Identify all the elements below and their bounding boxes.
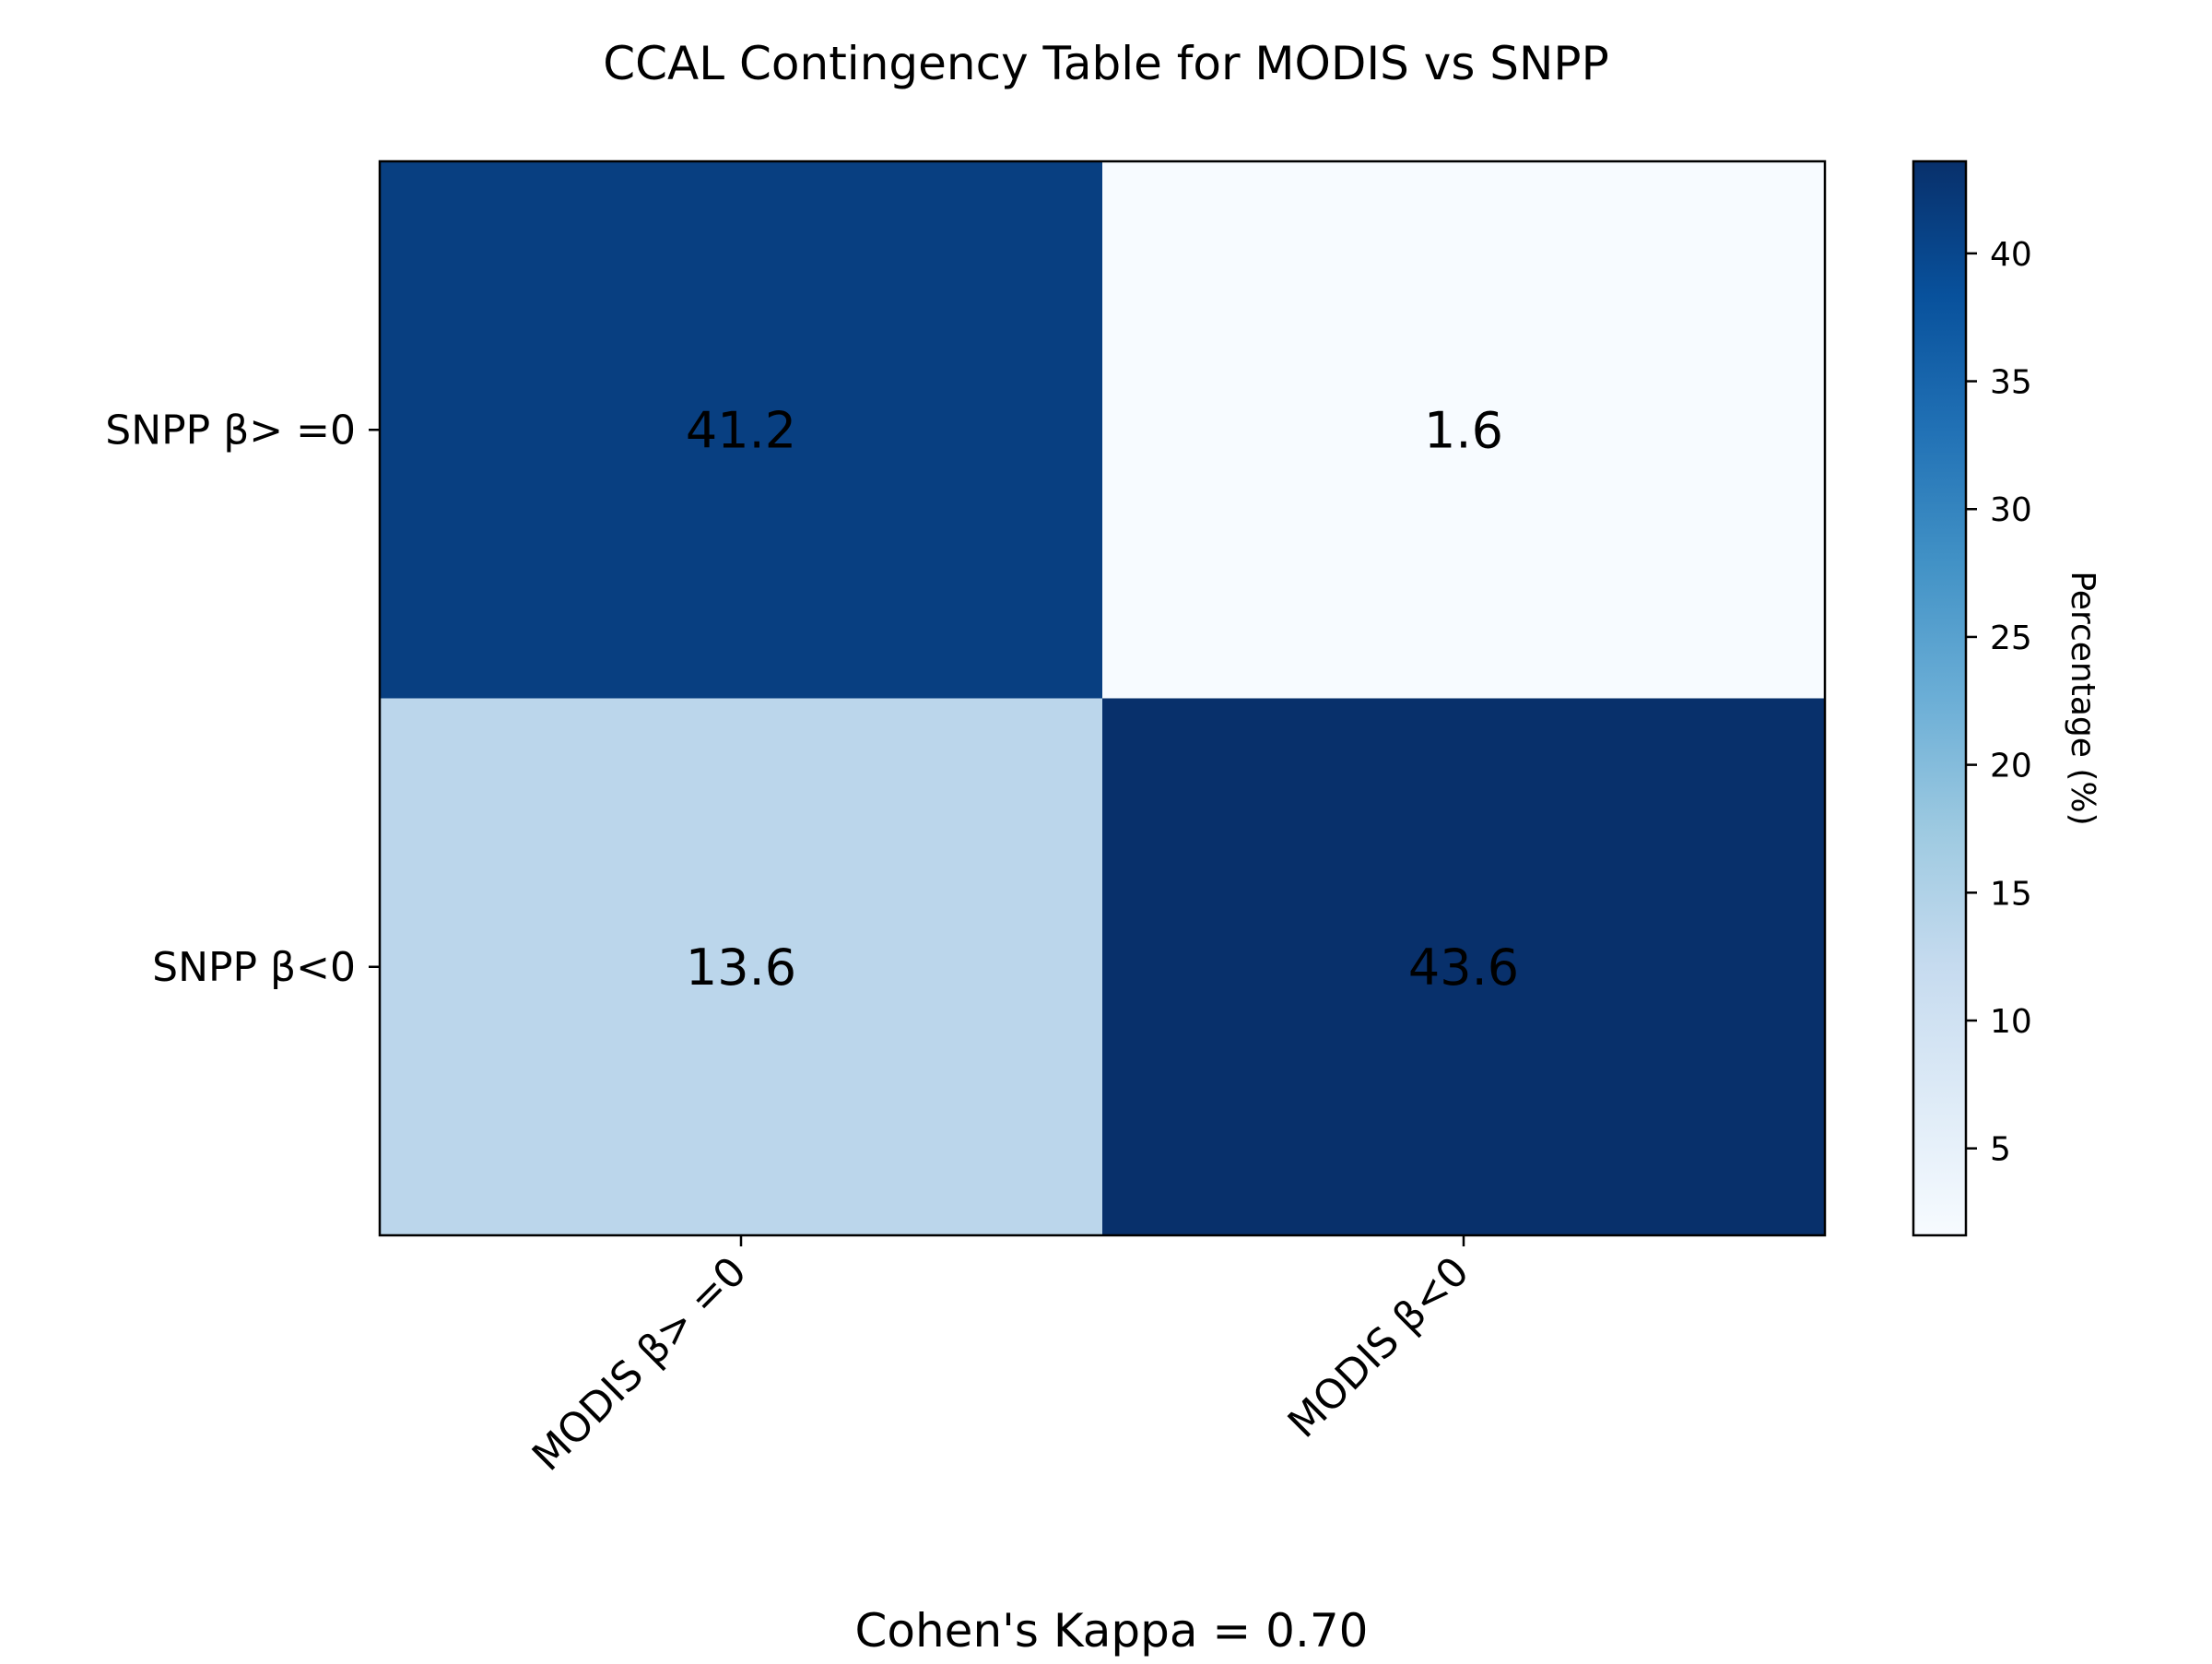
- colorbar: [1912, 159, 1968, 1237]
- colorbar-tick-label: 40: [1990, 236, 2032, 274]
- cell-value-label: 13.6: [686, 938, 796, 997]
- plot-frame: [378, 159, 1827, 1237]
- chart-title: CCAL Contingency Table for MODIS vs SNPP: [603, 37, 1609, 90]
- colorbar-tick-label: 20: [1990, 748, 2032, 785]
- colorbar-tick-label: 10: [1990, 1003, 2032, 1041]
- colorbar-tick-label: 30: [1990, 491, 2032, 529]
- kappa-annotation: Cohen's Kappa = 0.70: [854, 1604, 1368, 1658]
- heatmap-cell: [1102, 698, 1826, 1236]
- heatmap-cell: [380, 698, 1103, 1236]
- colorbar-tick-label: 35: [1990, 364, 2032, 402]
- colorbar-tick-label: 25: [1990, 620, 2032, 657]
- colorbar-tick-label: 5: [1990, 1131, 2011, 1169]
- cell-value-label: 1.6: [1424, 401, 1503, 459]
- colorbar-tick-label: 15: [1990, 875, 2032, 913]
- heatmap-cell: [380, 161, 1103, 699]
- y-tick-label: SNPP β> =0: [105, 407, 356, 454]
- x-tick-label: MODIS β<0: [1279, 1248, 1478, 1447]
- colorbar-ticks: 5 10 15 20 25 30 35 40: [1966, 236, 2032, 1169]
- colorbar-label: Percentage (%): [2064, 571, 2101, 825]
- cell-value-label: 43.6: [1408, 938, 1519, 997]
- y-tick-label: SNPP β<0: [152, 944, 356, 991]
- heatmap-cells: 41.2 1.6 13.6 43.6: [380, 161, 1826, 1236]
- x-tick-label: MODIS β> =0: [524, 1248, 756, 1481]
- cell-value-label: 41.2: [686, 401, 796, 459]
- heatmap-cell: [1102, 161, 1826, 699]
